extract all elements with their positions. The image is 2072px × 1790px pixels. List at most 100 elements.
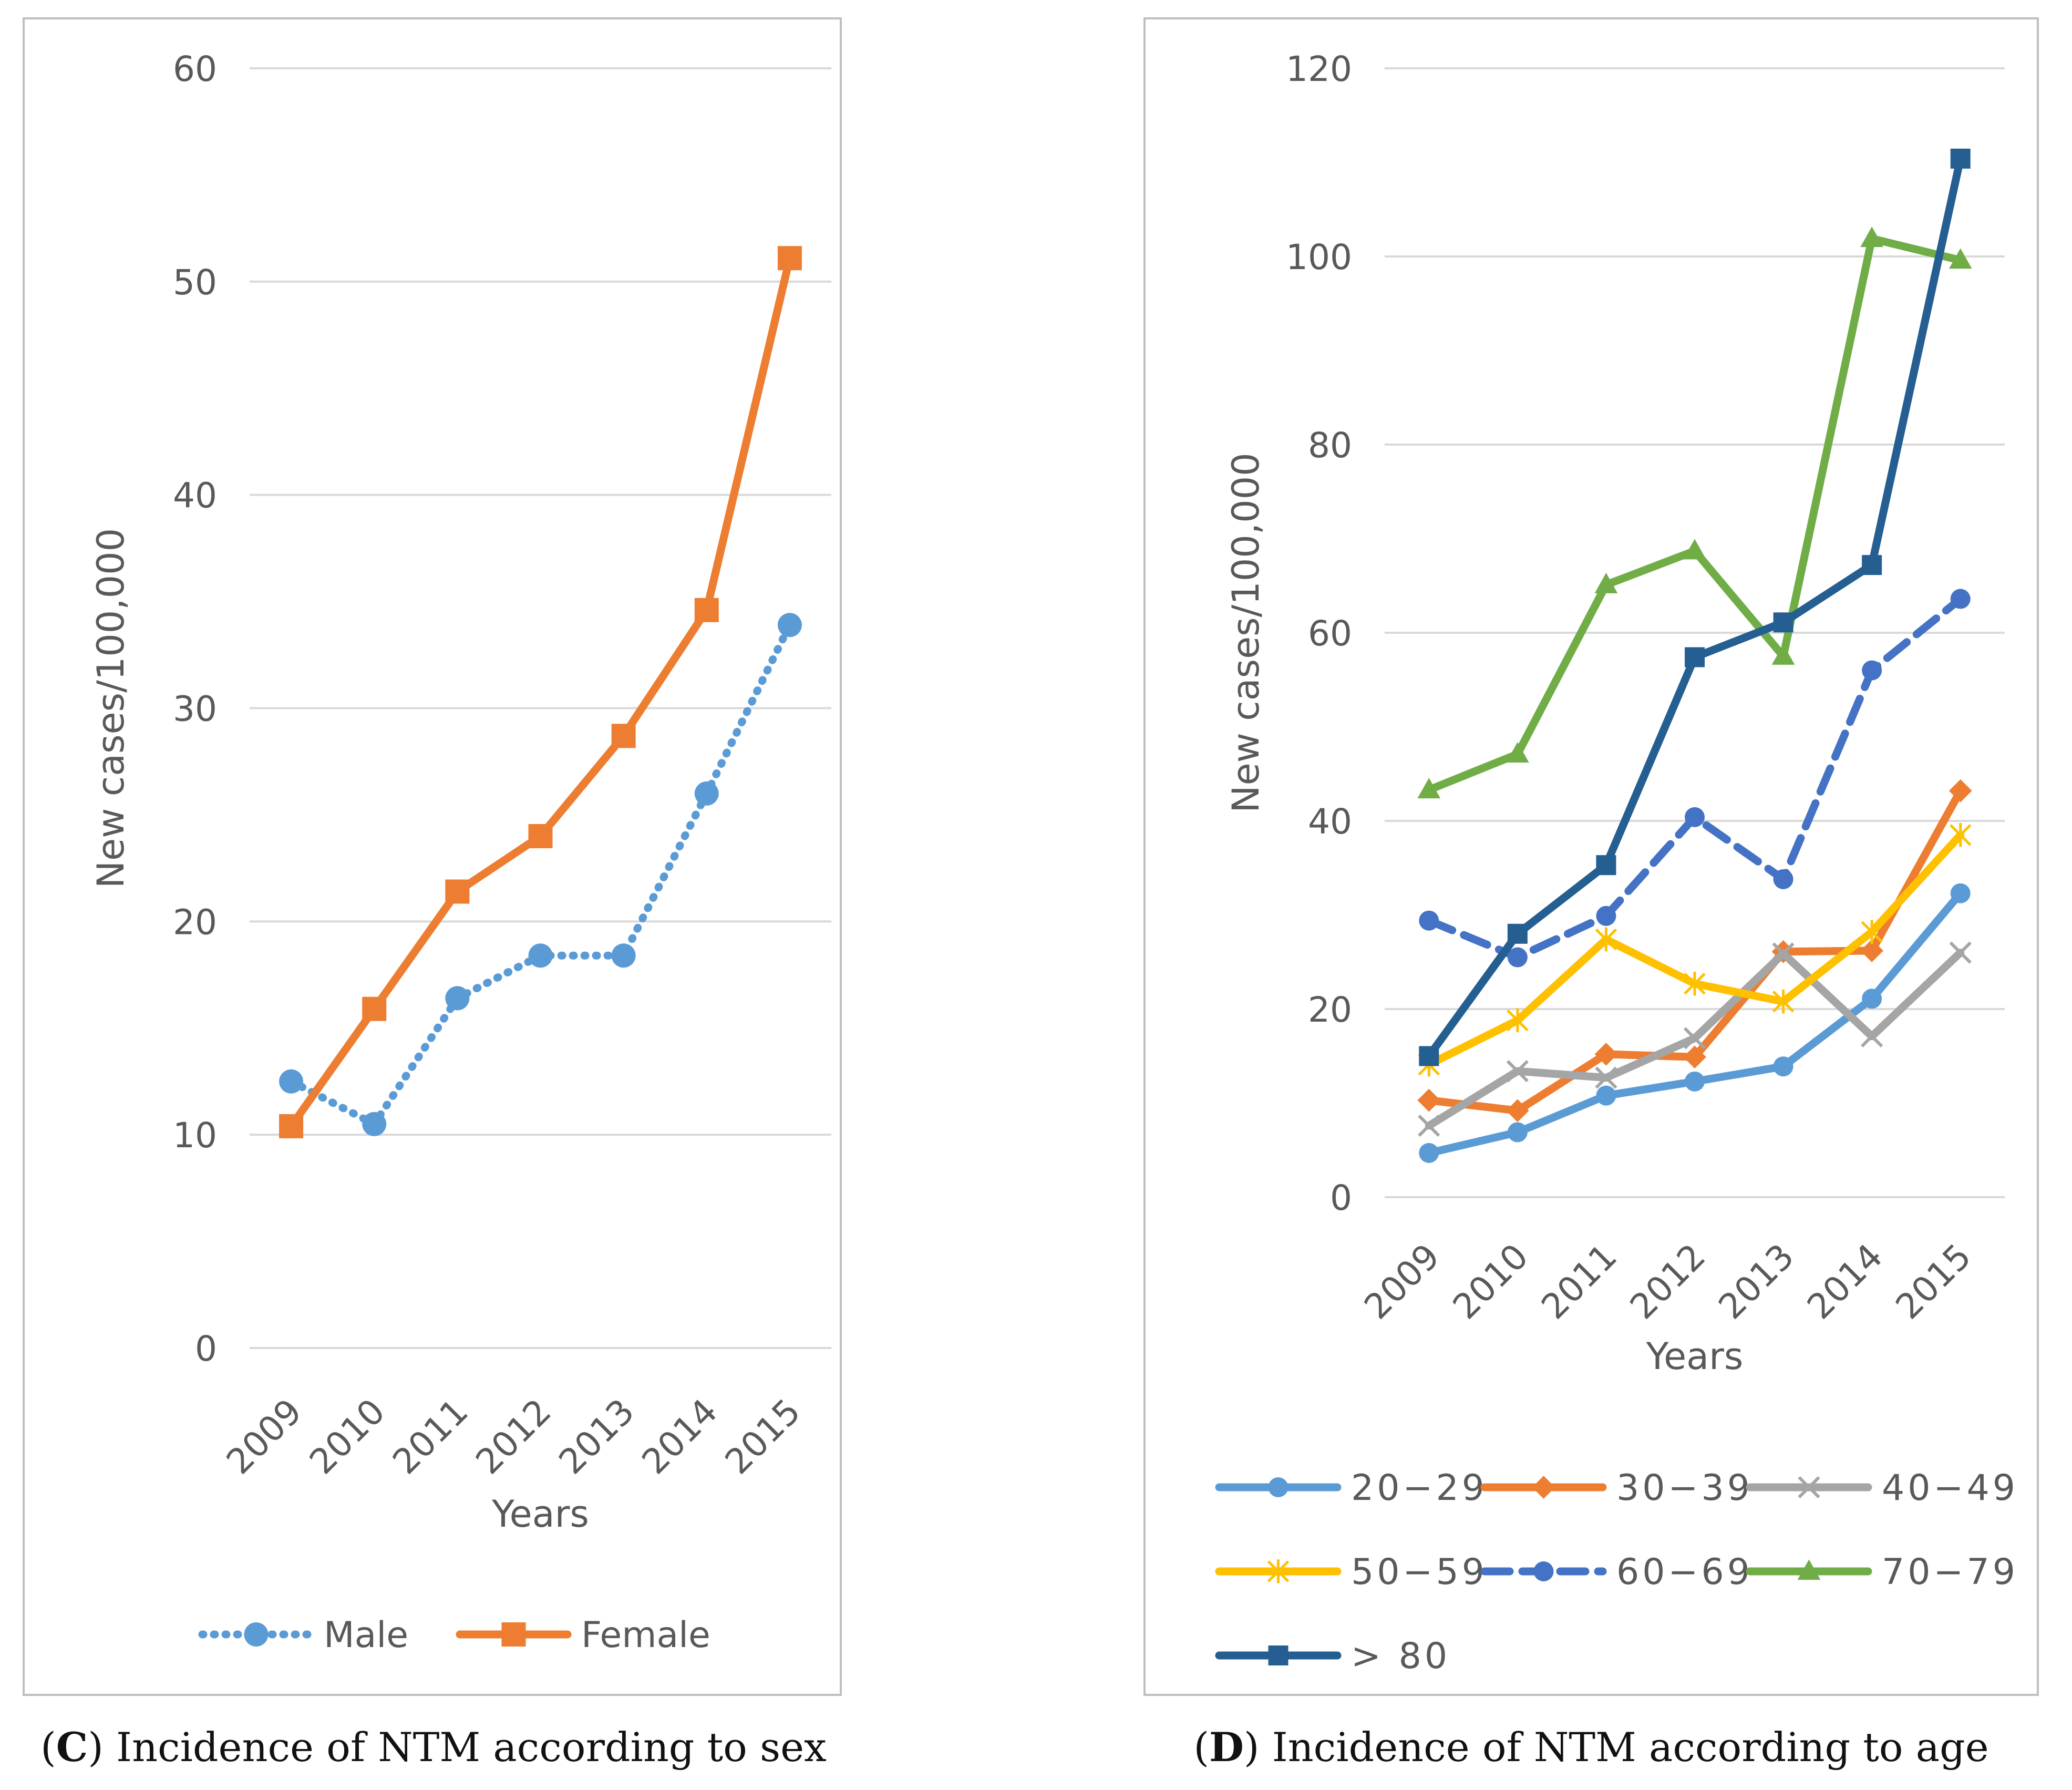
data-point <box>1595 927 1617 952</box>
data-point <box>1594 572 1618 593</box>
data-point <box>1683 1027 1706 1050</box>
data-point <box>445 986 470 1011</box>
data-point <box>362 996 387 1021</box>
series-male <box>279 613 802 1136</box>
data-point <box>777 613 802 637</box>
data-point <box>1950 883 1971 903</box>
legend-label: 30−39 <box>1616 1467 1753 1509</box>
data-point <box>1861 920 1883 944</box>
data-point <box>1860 227 1883 248</box>
data-point <box>1595 1066 1617 1089</box>
data-point <box>1683 539 1706 560</box>
data-point <box>362 1112 387 1136</box>
data-point <box>1772 942 1795 965</box>
legend-label: 50−59 <box>1351 1551 1488 1593</box>
data-point <box>1507 1008 1529 1033</box>
chart-panel-sex: 0 10 20 30 40 50 60 2009 2010 2011 2012 2013 2014 201… <box>0 0 1030 1790</box>
marker-stroke <box>1683 1027 1706 1050</box>
data-point <box>1685 647 1705 667</box>
data-point <box>1419 1143 1439 1163</box>
legend-item: 40−49 <box>1746 1467 2018 1509</box>
chart-frame <box>23 17 842 1696</box>
data-point <box>611 943 636 968</box>
legend-label: 20−29 <box>1351 1467 1488 1509</box>
legend-marker <box>1268 1645 1288 1665</box>
data-point <box>1862 555 1882 575</box>
chart-panel-age: 0 20 40 60 80 100 120 2009 2010 2011 2012 2013 2014 2… <box>1030 0 2072 1790</box>
marker-stroke <box>1949 941 1972 964</box>
marker-stroke <box>1798 1476 1820 1499</box>
y-tick-label: 50 <box>173 262 217 303</box>
legend-label: 60−69 <box>1616 1551 1753 1593</box>
data-point <box>1419 1046 1439 1066</box>
data-point <box>1419 910 1439 931</box>
data-point <box>1417 778 1441 799</box>
data-point <box>1949 779 1972 803</box>
caption-letter: C <box>56 1724 88 1771</box>
series-age_80 <box>1419 148 1971 1066</box>
data-point <box>1594 1043 1618 1066</box>
data-point <box>1773 869 1793 889</box>
legend-marker <box>1797 1559 1821 1580</box>
legend-label: 40−49 <box>1882 1467 2018 1509</box>
y-tick-label: 60 <box>173 49 217 89</box>
data-point <box>1685 807 1705 827</box>
data-point <box>279 1069 304 1094</box>
legend-item: Male <box>198 1614 408 1656</box>
chart-frame <box>1143 17 2039 1696</box>
data-point <box>279 1114 304 1138</box>
legend-marker <box>501 1622 526 1647</box>
caption-text: Incidence of NTM according to sex <box>116 1724 827 1771</box>
legend-item: 50−59 <box>1215 1551 1488 1593</box>
data-point <box>1507 1122 1528 1143</box>
y-tick-label: 60 <box>1308 613 1352 654</box>
legend-marker <box>244 1622 269 1647</box>
y-tick-label: 0 <box>1330 1178 1352 1218</box>
legend-marker <box>1532 1476 1555 1499</box>
legend-label: 70−79 <box>1882 1551 2018 1593</box>
x-axis-title: Years <box>1646 1335 1744 1378</box>
y-tick-label: 40 <box>1308 801 1352 842</box>
y-tick-label: 30 <box>173 689 217 729</box>
data-point <box>694 781 719 806</box>
data-point <box>1771 644 1795 665</box>
caption-sex: (C) Incidence of NTM according to sex <box>40 1724 827 1771</box>
marker-stroke <box>1861 1025 1883 1048</box>
data-point <box>1596 855 1616 876</box>
data-point <box>777 246 802 271</box>
y-tick-label: 80 <box>1308 425 1352 466</box>
data-point <box>528 943 553 968</box>
y-tick-label: 120 <box>1286 49 1352 89</box>
data-point <box>445 879 470 904</box>
y-axis-title: New cases/100,000 <box>1224 452 1267 812</box>
legend-item: Female <box>456 1614 710 1656</box>
data-point <box>1773 1056 1793 1077</box>
legend-marker <box>1798 1476 1820 1499</box>
data-point <box>1683 1045 1706 1069</box>
series-age_20_29 <box>1419 883 1971 1163</box>
y-tick-label: 20 <box>1308 990 1352 1030</box>
data-point <box>1949 941 1972 964</box>
legend-label: Female <box>581 1614 710 1656</box>
marker-stroke <box>1595 1066 1617 1089</box>
data-point <box>1949 248 1972 269</box>
legend-marker <box>1268 1477 1288 1497</box>
marker-stroke <box>1418 1114 1440 1137</box>
y-tick-label: 100 <box>1286 237 1352 277</box>
data-point <box>1773 612 1793 633</box>
legend-item: 30−39 <box>1480 1467 1753 1509</box>
legend-item: 60−69 <box>1480 1551 1753 1593</box>
y-tick-label: 10 <box>173 1115 217 1156</box>
data-point <box>1862 660 1882 681</box>
data-point <box>1861 1025 1883 1048</box>
data-point <box>1950 589 1971 609</box>
data-point <box>1596 1085 1616 1106</box>
legend-label: Male <box>324 1614 408 1656</box>
data-point <box>694 598 719 622</box>
legend-label: > 80 <box>1351 1635 1450 1677</box>
y-tick-label: 40 <box>173 476 217 516</box>
legend-item: 20−29 <box>1215 1467 1488 1509</box>
data-point <box>528 824 553 848</box>
data-point <box>1950 148 1971 169</box>
data-point <box>1949 823 1972 847</box>
